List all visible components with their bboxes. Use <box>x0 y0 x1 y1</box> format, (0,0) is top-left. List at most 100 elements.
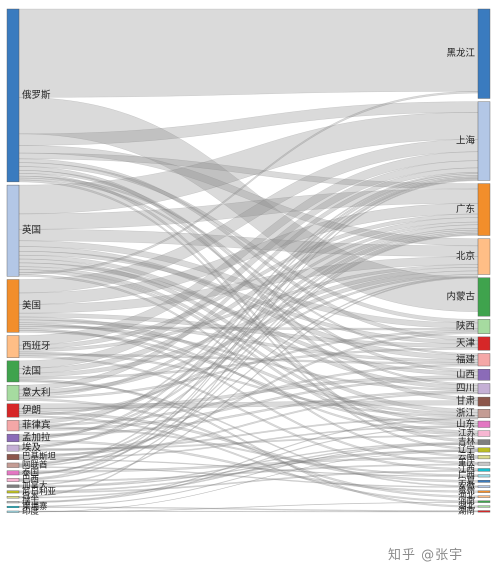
target-label-重庆: 重庆 <box>458 458 476 469</box>
target-label-天津: 天津 <box>456 338 476 349</box>
link-伊朗-北京 <box>18 274 479 416</box>
source-node-意大利 <box>6 384 20 401</box>
target-label-内蒙古: 内蒙古 <box>446 290 475 302</box>
source-label-巴西: 巴西 <box>22 475 39 485</box>
source-label-柬埔寨: 柬埔寨 <box>22 501 48 512</box>
source-node-孟加拉 <box>6 433 20 443</box>
source-label-日本: 日本 <box>22 491 40 502</box>
target-node-河北 <box>477 495 491 498</box>
source-label-法国: 法国 <box>22 365 41 377</box>
source-node-埃及 <box>6 444 20 452</box>
target-node-江苏 <box>477 430 491 437</box>
target-label-山西: 山西 <box>456 369 475 380</box>
target-node-贵州 <box>477 490 491 493</box>
target-node-广东 <box>477 183 491 236</box>
source-label-瑞士: 瑞士 <box>22 496 40 507</box>
target-label-河南: 河南 <box>458 496 475 507</box>
link-埃及-浙江 <box>18 417 479 452</box>
source-label-伊朗: 伊朗 <box>22 404 41 416</box>
target-label-黑龙江: 黑龙江 <box>446 47 475 59</box>
target-label-江西: 江西 <box>458 465 475 475</box>
source-node-日本 <box>6 496 20 499</box>
target-node-江西 <box>477 468 491 472</box>
source-label-俄罗斯: 俄罗斯 <box>22 89 51 101</box>
source-node-西班牙 <box>6 335 20 358</box>
target-node-吉林 <box>477 439 491 445</box>
target-node-云南 <box>477 455 491 460</box>
target-node-山西 <box>477 369 491 381</box>
sankey-nodes <box>6 8 491 513</box>
target-label-湖南: 湖南 <box>458 505 475 516</box>
source-node-巴西 <box>6 478 20 482</box>
source-label-加拿大: 加拿大 <box>22 480 48 491</box>
link-阿联酋-北京 <box>18 276 479 467</box>
source-node-英国 <box>6 184 20 277</box>
target-node-山东 <box>477 420 491 428</box>
target-node-湖南 <box>477 510 491 513</box>
target-label-北京: 北京 <box>456 250 475 262</box>
target-label-江苏: 江苏 <box>458 428 476 439</box>
target-label-安徽: 安徽 <box>458 481 476 492</box>
target-node-福建 <box>477 353 491 367</box>
target-node-甘肃 <box>477 396 491 407</box>
source-node-伊朗 <box>6 403 20 418</box>
target-node-上海 <box>477 101 491 181</box>
target-label-河北: 河北 <box>458 491 476 502</box>
target-node-陕西 <box>477 319 491 334</box>
target-node-宁夏 <box>477 480 491 483</box>
target-node-河南 <box>477 500 491 503</box>
source-label-意大利: 意大利 <box>22 386 51 398</box>
sankey-labels: 俄罗斯英国美国西班牙法国意大利伊朗菲律宾孟加拉埃及巴基斯坦阿联酋泰国巴西加拿大尼… <box>22 47 475 517</box>
source-label-埃及: 埃及 <box>22 442 42 454</box>
link-俄罗斯-黑龙江 <box>18 8 479 98</box>
target-label-福建: 福建 <box>456 353 476 365</box>
target-label-湖北: 湖北 <box>458 502 476 512</box>
link-日本-上海 <box>18 179 479 498</box>
watermark: 知乎 @张宇 <box>388 548 464 563</box>
target-node-广西 <box>477 474 491 478</box>
sankey-links <box>18 8 479 513</box>
source-label-美国: 美国 <box>22 299 41 311</box>
source-label-尼日利亚: 尼日利亚 <box>22 486 57 497</box>
source-node-巴基斯坦 <box>6 454 20 460</box>
source-label-西班牙: 西班牙 <box>22 340 51 352</box>
link-英国-广东 <box>18 188 479 230</box>
target-label-贵州: 贵州 <box>458 486 475 497</box>
target-label-广西: 广西 <box>458 470 475 481</box>
source-node-加拿大 <box>6 484 20 488</box>
target-node-重庆 <box>477 461 491 466</box>
target-label-山东: 山东 <box>456 418 475 430</box>
source-label-巴基斯坦: 巴基斯坦 <box>22 451 57 462</box>
target-label-甘肃: 甘肃 <box>456 395 475 407</box>
target-node-内蒙古 <box>477 277 491 317</box>
source-node-俄罗斯 <box>6 8 20 183</box>
target-label-上海: 上海 <box>456 135 476 147</box>
source-node-菲律宾 <box>6 420 20 432</box>
source-node-美国 <box>6 279 20 333</box>
source-label-英国: 英国 <box>22 224 41 236</box>
target-label-宁夏: 宁夏 <box>458 475 476 486</box>
source-label-阿联酋: 阿联酋 <box>22 459 48 470</box>
target-node-辽宁 <box>477 447 491 453</box>
source-node-尼日利亚 <box>6 490 20 494</box>
target-node-天津 <box>477 336 491 351</box>
source-label-菲律宾: 菲律宾 <box>22 419 51 431</box>
target-node-黑龙江 <box>477 8 491 99</box>
target-node-北京 <box>477 238 491 275</box>
target-label-辽宁: 辽宁 <box>458 444 475 455</box>
target-node-浙江 <box>477 409 491 419</box>
source-node-柬埔寨 <box>6 505 20 508</box>
target-label-广东: 广东 <box>456 203 475 215</box>
link-瑞士-浙江 <box>18 418 479 503</box>
target-label-陕西: 陕西 <box>456 320 475 332</box>
source-node-瑞士 <box>6 501 20 504</box>
source-label-印度: 印度 <box>22 506 40 517</box>
target-node-四川 <box>477 383 491 395</box>
target-node-安徽 <box>477 485 491 488</box>
target-label-云南: 云南 <box>458 451 475 462</box>
source-node-法国 <box>6 360 20 383</box>
link-柬埔寨-湖南 <box>18 506 479 512</box>
source-node-阿联酋 <box>6 462 20 468</box>
target-node-湖北 <box>477 505 491 508</box>
